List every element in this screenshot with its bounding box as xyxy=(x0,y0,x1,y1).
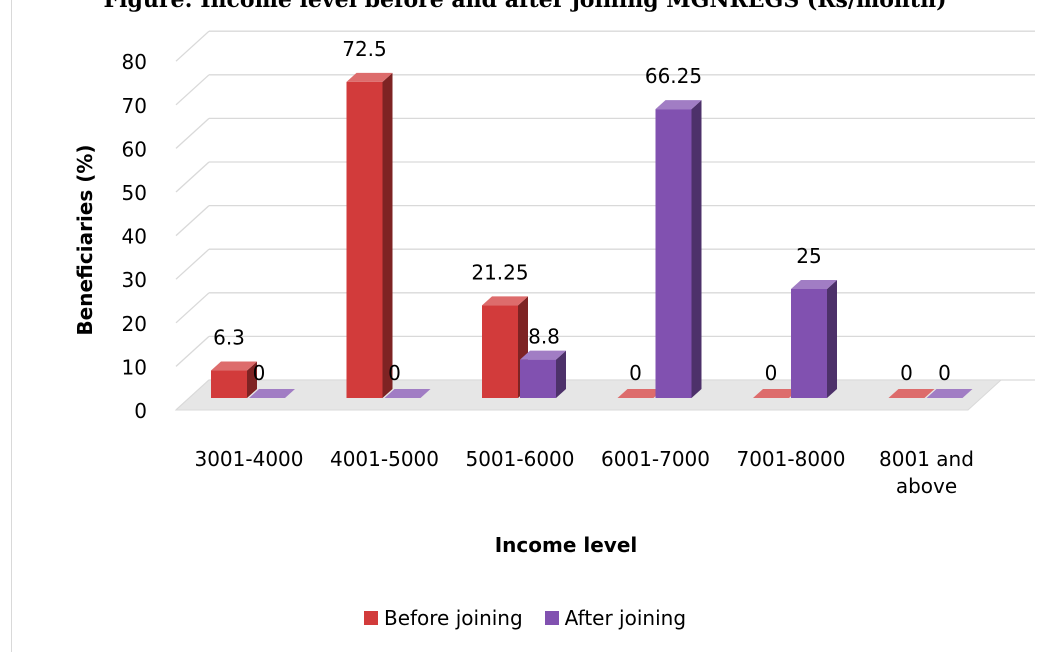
gridline-side xyxy=(175,161,210,193)
legend-label-before: Before joining xyxy=(383,606,523,630)
legend-swatch-after xyxy=(544,611,559,625)
bar xyxy=(888,389,935,398)
bar-front xyxy=(791,289,827,398)
bar-front xyxy=(520,359,556,398)
data-label: 72.5 xyxy=(342,37,387,61)
bar-top xyxy=(655,100,702,110)
bar-top xyxy=(384,389,431,398)
gridlines xyxy=(175,30,1035,411)
data-label: 25 xyxy=(796,244,821,268)
bar xyxy=(520,350,566,398)
bar-front xyxy=(482,305,518,398)
legend-item-before: Before joining xyxy=(363,606,523,630)
bar xyxy=(211,361,257,398)
bar-top xyxy=(346,72,393,82)
y-tick-label: 80 xyxy=(122,50,147,74)
x-axis-label: Income level xyxy=(495,533,638,557)
gridline-side xyxy=(175,205,210,237)
bar-top xyxy=(520,350,566,360)
legend-swatch-before xyxy=(363,611,378,625)
bar-top xyxy=(791,280,837,289)
y-tick-label: 10 xyxy=(122,355,147,379)
y-tick-label: 60 xyxy=(122,137,147,161)
bar-side xyxy=(382,72,393,399)
bar xyxy=(791,280,837,398)
chart-frame xyxy=(11,0,1050,652)
data-label: 0 xyxy=(765,361,778,385)
bar xyxy=(655,100,702,399)
y-tick-label: 30 xyxy=(122,268,147,292)
data-label: 66.25 xyxy=(645,64,702,88)
bar xyxy=(249,389,295,398)
x-tick-label: 5001-6000 xyxy=(465,447,574,471)
data-label: 6.3 xyxy=(213,326,245,350)
bar-top xyxy=(249,389,295,398)
bars xyxy=(211,72,973,399)
bar-chart: 0 10 20 30 40 50 60 70 80 6.3 0 72.5 0 21.25 8.8 0 66.2… xyxy=(73,30,1035,557)
y-tick-label: 70 xyxy=(122,94,147,118)
chart-floor xyxy=(174,379,1003,411)
bar-front xyxy=(655,109,692,399)
x-tick-label: 4001-5000 xyxy=(330,447,439,471)
bar xyxy=(346,72,393,399)
bar-top xyxy=(888,389,935,398)
y-tick-label: 0 xyxy=(134,399,147,423)
bar-top xyxy=(482,296,528,306)
y-tick-labels: 0 10 20 30 40 50 60 70 80 xyxy=(122,50,147,423)
legend: Before joining After joining xyxy=(0,606,1050,630)
data-label: 0 xyxy=(253,361,266,385)
x-tick-label: 7001-8000 xyxy=(736,447,845,471)
floor-plane xyxy=(174,379,1003,411)
x-tick-labels: 3001-4000 4001-5000 5001-6000 6001-7000 7001… xyxy=(194,447,973,498)
chart-title: Figure: Income level before and after jo… xyxy=(103,0,947,13)
bar-front xyxy=(346,81,383,399)
data-label: 0 xyxy=(900,361,913,385)
bar xyxy=(753,389,799,398)
x-tick-label: 6001-7000 xyxy=(601,447,710,471)
bar-top xyxy=(617,389,664,398)
bar-front xyxy=(211,370,247,398)
legend-item-after: After joining xyxy=(544,606,687,630)
gridline-side xyxy=(175,292,210,324)
bar xyxy=(384,389,431,398)
data-label: 21.25 xyxy=(471,260,528,284)
data-label: 8.8 xyxy=(528,325,560,349)
bar-side xyxy=(556,350,566,398)
y-axis-label: Beneficiaries (%) xyxy=(73,144,97,335)
y-tick-label: 20 xyxy=(122,312,147,336)
gridline-side xyxy=(175,117,210,149)
y-tick-label: 40 xyxy=(122,225,147,249)
x-tick-label: 8001 and above xyxy=(879,447,974,498)
bar-top xyxy=(753,389,799,398)
gridline-side xyxy=(175,74,210,106)
bar xyxy=(617,389,664,398)
data-label: 0 xyxy=(938,361,951,385)
data-labels: 6.3 0 72.5 0 21.25 8.8 0 66.25 0 25 0 0 xyxy=(213,37,951,385)
bar-top xyxy=(211,361,257,371)
gridline-side xyxy=(175,248,210,280)
legend-label-after: After joining xyxy=(564,606,687,630)
bar-side xyxy=(247,361,257,398)
x-tick-label: 3001-4000 xyxy=(194,447,303,471)
data-label: 0 xyxy=(388,361,401,385)
bar-top xyxy=(926,389,973,398)
data-label: 0 xyxy=(629,361,642,385)
bar xyxy=(926,389,973,398)
bar-side xyxy=(691,100,702,399)
gridline-side xyxy=(175,30,210,62)
gridline-side xyxy=(175,335,210,367)
bar-side xyxy=(827,280,837,398)
y-tick-label: 50 xyxy=(122,181,147,205)
